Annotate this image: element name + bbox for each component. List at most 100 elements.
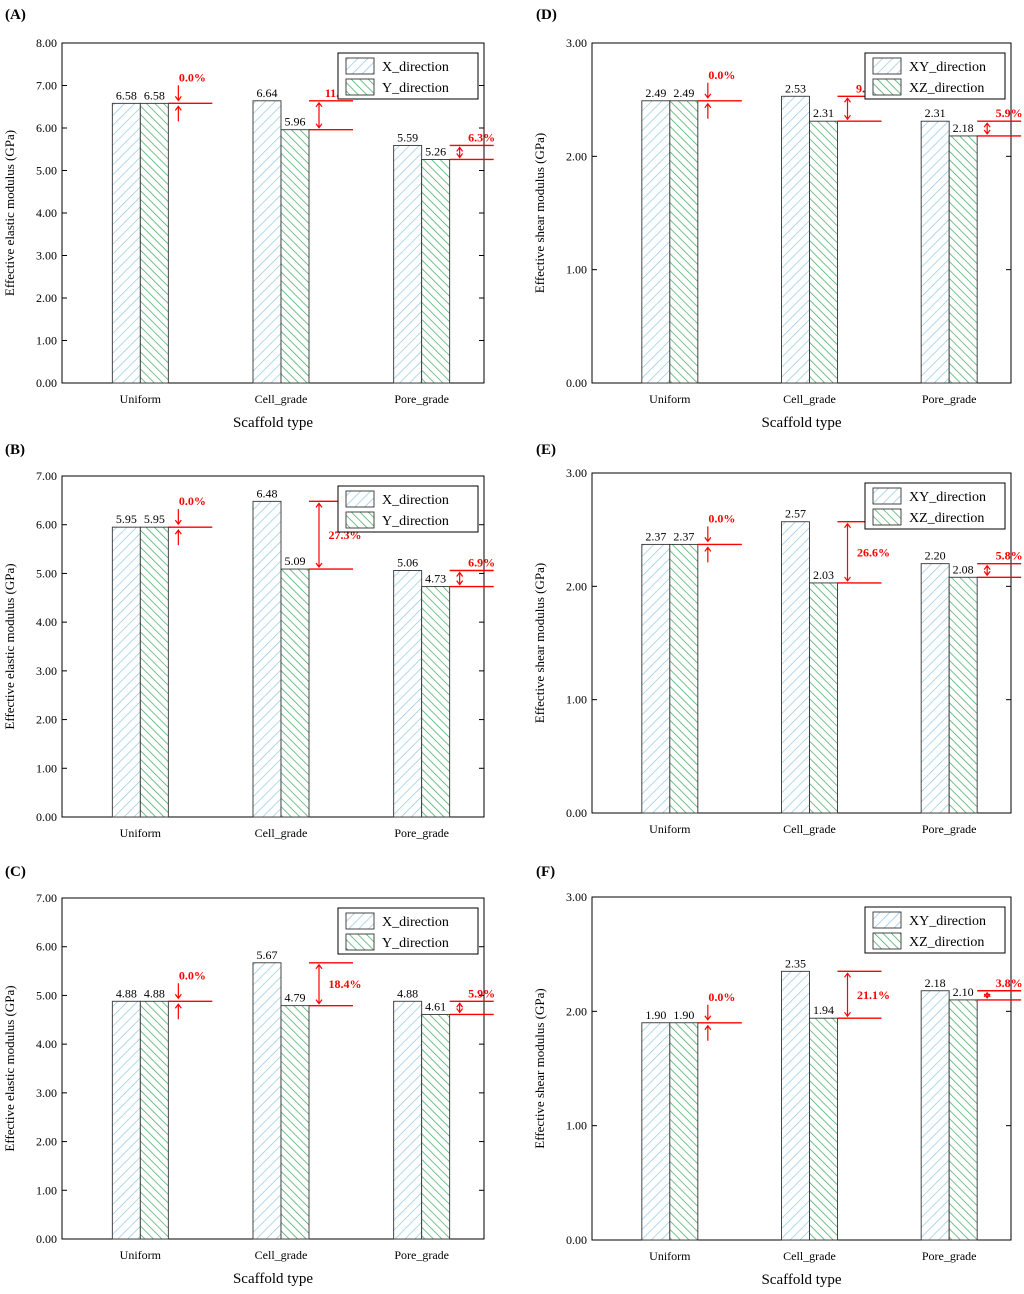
diff-arrow-down (704, 82, 712, 99)
data-label: 2.31 (925, 106, 946, 120)
y-tick-label: 2.00 (566, 579, 587, 593)
x-tick-label: Cell_grade (783, 392, 836, 406)
y-tick-label: 2.00 (566, 149, 587, 163)
y-tick-label: 3.00 (566, 890, 587, 904)
data-label: 6.64 (257, 86, 278, 100)
bar-y_direction (139, 526, 169, 818)
chart-panel-b: (B) 0.00 1.00 2.00 3.00 4.00 5.00 6.00 7.00 Effec… (2, 442, 495, 840)
data-label: 5.59 (397, 130, 418, 144)
bar-xz_direction (809, 582, 838, 814)
y-tick-label: 1.00 (36, 1183, 57, 1197)
legend-label: X_direction (382, 60, 449, 75)
data-label: 2.03 (813, 568, 834, 582)
legend-label: Y_direction (382, 514, 449, 529)
diff-label: 0.0% (179, 968, 206, 982)
data-label: 2.37 (673, 529, 694, 543)
y-tick-label: 4.00 (36, 615, 57, 629)
data-label: 2.49 (673, 86, 694, 100)
x-tick-label: Uniform (120, 826, 162, 840)
legend-swatch (345, 78, 375, 96)
legend-label: Y_direction (382, 81, 449, 96)
panel-label: (A) (5, 7, 26, 23)
diff-label: 3.8% (996, 976, 1023, 990)
diff-arrow (844, 522, 851, 582)
diff-label: 5.9% (996, 106, 1023, 120)
diff-label: 0.0% (708, 68, 735, 82)
bar-xy_direction (641, 543, 671, 814)
y-tick-label: 2.00 (36, 713, 57, 727)
x-axis-label: Scaffold type (761, 415, 841, 431)
y-tick-label: 2.00 (36, 291, 57, 305)
legend-label: Y_direction (382, 936, 449, 951)
bar-xy_direction (641, 1022, 671, 1241)
data-label: 4.88 (116, 986, 137, 1000)
legend-swatch (872, 508, 902, 526)
x-tick-label: Pore_grade (922, 822, 977, 836)
data-label: 2.57 (785, 507, 806, 521)
y-tick-label: 2.00 (566, 1004, 587, 1018)
diff-arrow (456, 146, 464, 159)
y-tick-label: 0.00 (36, 376, 57, 390)
x-tick-label: Pore_grade (922, 392, 977, 406)
bar-xy_direction (781, 521, 810, 814)
data-label: 6.58 (116, 88, 137, 102)
data-label: 5.06 (397, 556, 418, 570)
y-tick-label: 7.00 (36, 79, 57, 93)
diff-label: 21.1% (857, 988, 890, 1002)
data-label: 2.10 (953, 985, 974, 999)
data-label: 1.94 (813, 1003, 834, 1017)
diff-label: 6.3% (468, 130, 495, 144)
diff-arrow (456, 1002, 464, 1014)
data-label: 6.48 (257, 486, 278, 500)
bar-xz_direction (948, 135, 978, 384)
bar-x_direction (111, 526, 141, 818)
y-tick-label: 0.00 (36, 1232, 57, 1246)
diff-arrow (844, 972, 851, 1018)
y-tick-label: 6.00 (36, 518, 57, 532)
y-tick-label: 3.00 (36, 1086, 57, 1100)
x-tick-label: Cell_grade (255, 1248, 308, 1262)
y-tick-label: 3.00 (566, 36, 587, 50)
bar-xy_direction (781, 95, 810, 384)
y-tick-label: 0.00 (566, 1233, 587, 1247)
diff-arrow (315, 963, 323, 1005)
data-label: 4.88 (144, 986, 165, 1000)
legend-swatch (345, 912, 375, 930)
data-label: 5.67 (257, 948, 278, 962)
x-tick-label: Uniform (649, 822, 691, 836)
bar-x_direction (111, 102, 141, 384)
bar-xy_direction (920, 990, 950, 1241)
y-tick-label: 8.00 (36, 36, 57, 50)
data-label: 6.58 (144, 88, 165, 102)
data-label: 2.37 (645, 529, 666, 543)
y-axis-label: Effective elastic modulus (GPa) (2, 563, 17, 729)
y-tick-label: 1.00 (36, 761, 57, 775)
bar-x_direction (393, 1000, 423, 1240)
x-axis-label: Scaffold type (233, 415, 313, 431)
data-label: 1.90 (645, 1008, 666, 1022)
legend-label: X_direction (382, 915, 449, 930)
diff-label: 0.0% (179, 70, 206, 84)
y-tick-label: 3.00 (36, 664, 57, 678)
diff-arrow (983, 991, 991, 999)
bar-xy_direction (781, 970, 810, 1241)
diff-arrow-up (704, 1024, 712, 1041)
y-axis-label: Effective elastic modulus (GPa) (2, 130, 17, 296)
panel-label: (C) (5, 864, 26, 880)
bar-xz_direction (669, 1022, 699, 1241)
y-tick-label: 4.00 (36, 1037, 57, 1051)
legend-swatch (345, 490, 375, 508)
chart-panel-c: (C) 0.00 1.00 2.00 3.00 4.00 5.00 6.00 7.00 Effec… (2, 864, 495, 1287)
y-axis-label: Effective elastic modulus (GPa) (2, 985, 17, 1151)
y-tick-label: 4.00 (36, 206, 57, 220)
legend-swatch (872, 911, 902, 929)
x-axis-label: Scaffold type (233, 1271, 313, 1287)
x-tick-label: Pore_grade (922, 1249, 977, 1263)
y-axis-label: Effective shear modulus (GPa) (532, 133, 547, 293)
diff-label: 5.9% (468, 986, 495, 1000)
y-tick-label: 7.00 (36, 469, 57, 483)
bar-x_direction (252, 962, 282, 1240)
data-label: 5.09 (285, 554, 306, 568)
chart-panel-f: (F) 0.00 1.00 2.00 3.00 Effective shear modul… (532, 864, 1023, 1288)
y-tick-label: 3.00 (566, 466, 587, 480)
